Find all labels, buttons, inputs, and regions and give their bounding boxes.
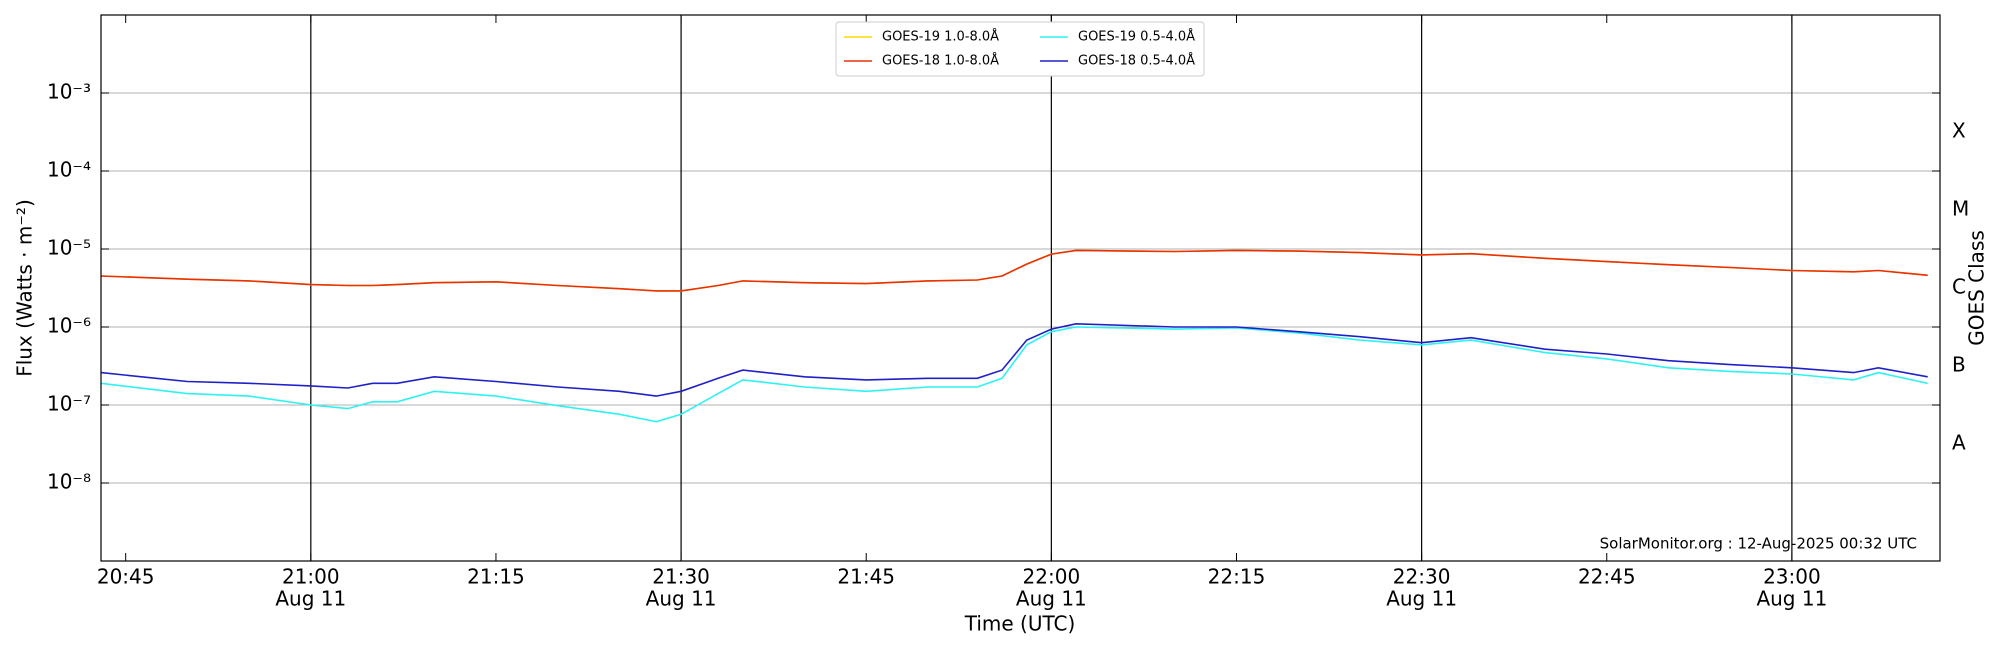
y2-axis-label: GOES Class	[1965, 230, 1989, 346]
x-tick-label: 22:30	[1393, 565, 1451, 589]
y2-tick-label: C	[1952, 275, 1966, 299]
y-tick-label: 10⁻⁶	[47, 314, 91, 338]
legend-label: GOES-18 0.5-4.0Å	[1078, 53, 1195, 69]
x-tick-label: 22:00	[1023, 565, 1081, 589]
x-tick-label: 23:00	[1763, 565, 1821, 589]
y-tick-label: 10⁻⁴	[47, 158, 91, 182]
x-axis-label: Time (UTC)	[964, 612, 1076, 636]
legend-label: GOES-19 1.0-8.0Å	[882, 29, 999, 45]
x-tick-label: 22:15	[1208, 565, 1266, 589]
x-tick-label: 22:45	[1578, 565, 1636, 589]
series-line	[100, 249, 1928, 292]
x-tick-label: 20:45	[97, 565, 155, 589]
y2-tick-label: M	[1952, 197, 1969, 221]
x-tick-date: Aug 11	[1386, 587, 1457, 611]
x-tick-date: Aug 11	[1756, 587, 1827, 611]
legend-label: GOES-18 1.0-8.0Å	[882, 53, 999, 69]
x-tick-label: 21:00	[282, 565, 340, 589]
series-line	[100, 322, 1928, 397]
y-tick-label: 10⁻⁷	[47, 392, 91, 416]
y-axis-label: Flux (Watts · m⁻²)	[13, 199, 37, 377]
x-tick-label: 21:30	[652, 565, 710, 589]
x-tick-date: Aug 11	[1016, 587, 1087, 611]
plot-frame	[100, 14, 1941, 562]
x-tick-date: Aug 11	[275, 587, 346, 611]
series-line	[100, 326, 1928, 423]
x-tick-label: 21:45	[837, 565, 895, 589]
y-tick-label: 10⁻⁵	[47, 236, 91, 260]
y-tick-label: 10⁻⁸	[47, 470, 91, 494]
annotation: SolarMonitor.org : 12-Aug-2025 00:32 UTC	[1600, 535, 1917, 553]
x-tick-label: 21:15	[467, 565, 525, 589]
y2-tick-label: A	[1952, 431, 1966, 455]
y2-tick-label: B	[1952, 353, 1966, 377]
y-tick-label: 10⁻³	[47, 80, 91, 104]
legend-box	[835, 21, 1205, 77]
legend-label: GOES-19 0.5-4.0Å	[1078, 29, 1195, 45]
x-tick-date: Aug 11	[646, 587, 717, 611]
y2-tick-label: X	[1952, 119, 1966, 143]
